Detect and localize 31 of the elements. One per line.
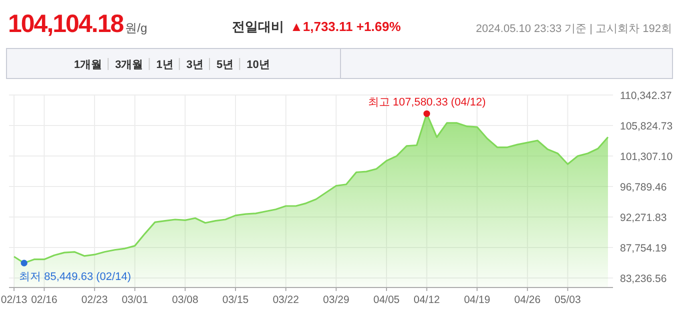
annotation: 최저 85,449.63 (02/14) [19,271,132,284]
text: 3개월 [115,59,144,71]
x-tick-label: 03/08 [172,294,198,306]
y-tick-label: 110,342.37 [620,90,672,102]
text: 10년 [246,59,270,71]
y-tick-label: 87,754.19 [620,242,667,254]
x-tick-label: 03/01 [122,294,148,306]
y-tick-label: 105,824.73 [620,120,673,132]
text: 1년 [156,59,174,71]
text: 1개월 [74,59,102,71]
x-tick-label: 03/29 [323,294,350,306]
x-tick-label: 05/03 [554,294,581,306]
y-tick-label: 96,789.46 [620,181,667,194]
chart-title: 104,104.18원/g [8,10,148,38]
x-tick-label: 04/26 [514,294,541,306]
text: 2024.05.10 23:33 기준 | 고시회차 192회 [476,23,672,35]
x-tick-label: 03/22 [272,294,300,306]
y-tick-label: 83,236.56 [620,272,667,285]
x-tick-label: 04/12 [414,294,440,306]
x-tick-label: 04/19 [464,294,490,306]
x-tick-label: 02/13 [0,294,28,306]
text: 5년 [216,59,234,71]
y-tick-label: 92,271.83 [620,212,667,224]
x-tick-label: 02/16 [31,294,58,306]
x-tick-label: 03/15 [222,294,249,306]
y-tick-label: 101,307.10 [620,150,673,163]
annotation: 최고 107,580.33 (04/12) [368,96,486,109]
x-tick-label: 04/05 [373,294,400,306]
x-tick-label: 02/23 [81,294,108,306]
text: 3년 [186,59,204,71]
chart-subtitle: 전일대비 ▲1,733.11 +1.69% [232,19,402,34]
